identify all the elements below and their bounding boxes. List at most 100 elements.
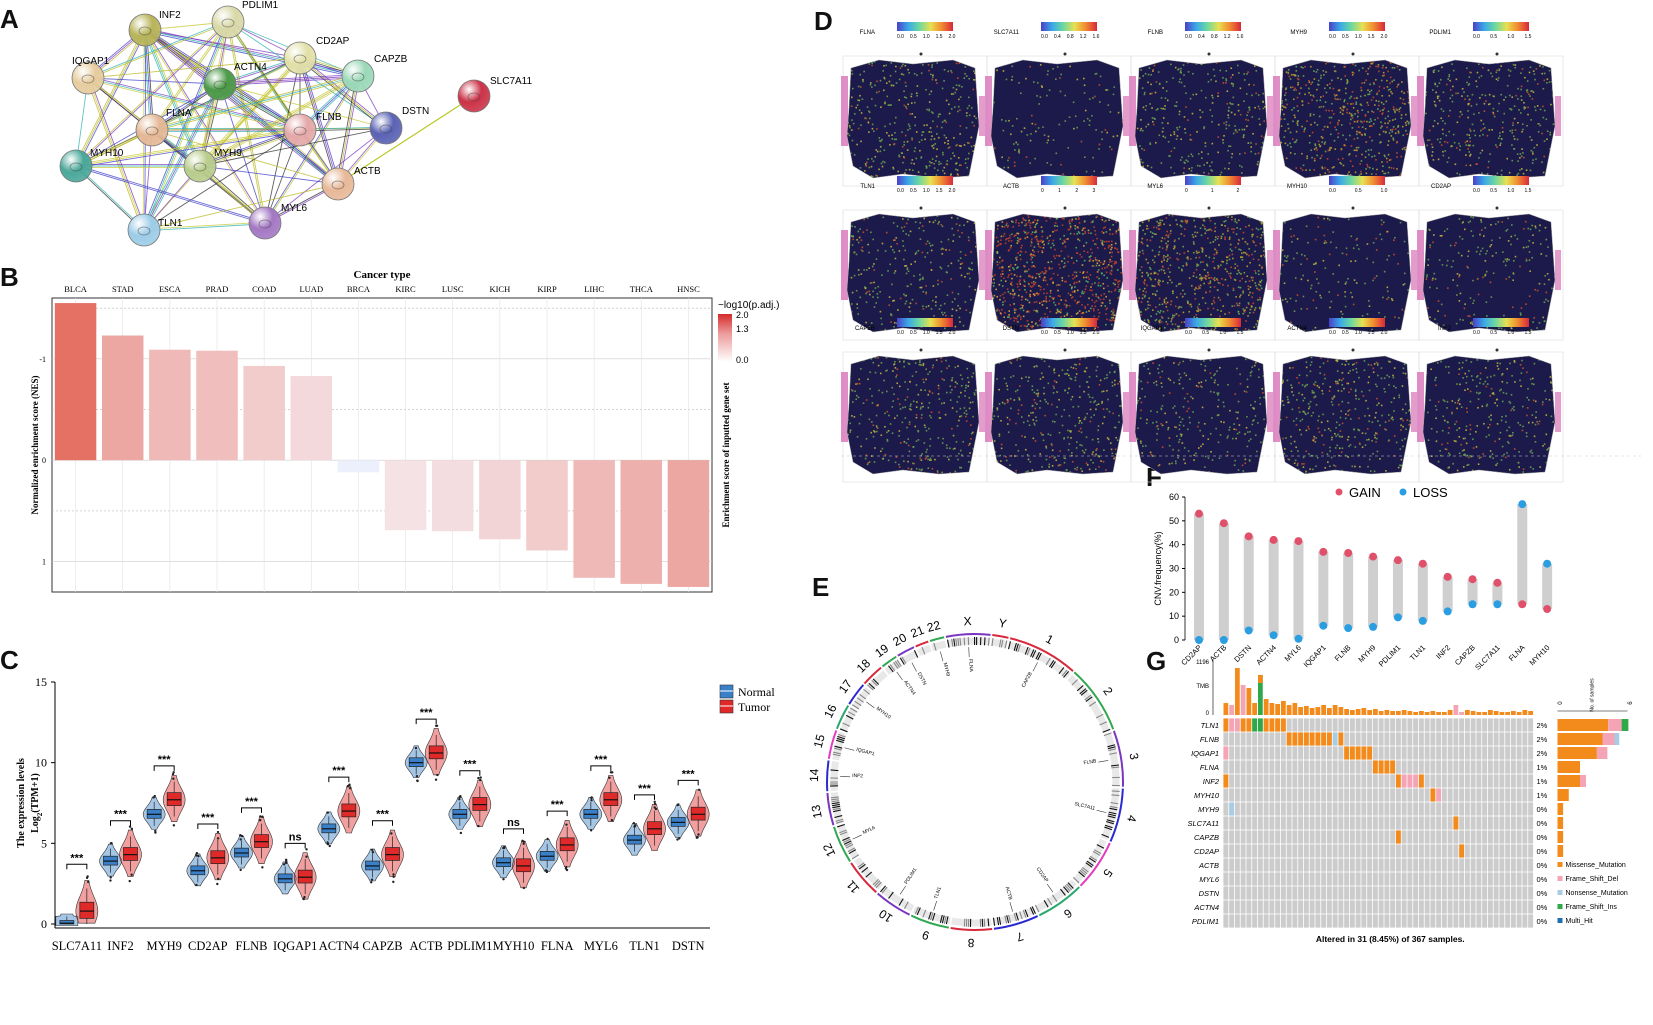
tissue-expression-spot	[1022, 217, 1024, 219]
tissue-expression-spot	[1034, 219, 1036, 221]
tissue-expression-spot	[1142, 218, 1145, 220]
tissue-expression-spot	[1497, 79, 1499, 82]
tissue-expression-spot	[1052, 231, 1054, 233]
tissue-expression-spot	[871, 127, 874, 130]
outlier-point	[392, 875, 395, 879]
tissue-expression-spot	[1138, 288, 1141, 291]
tissue-expression-spot	[942, 313, 944, 316]
tissue-expression-spot	[1206, 275, 1208, 278]
tissue-expression-spot	[1217, 235, 1220, 238]
tissue-expression-spot	[850, 105, 853, 107]
significance-label: ***	[114, 809, 128, 821]
tissue-expression-spot	[1339, 107, 1342, 109]
tissue-expression-spot	[1398, 69, 1401, 71]
network-node-cd2ap: CD2AP	[283, 36, 350, 75]
tissue-expression-spot	[1320, 77, 1322, 79]
tissue-expression-spot	[1320, 74, 1322, 77]
tissue-expression-spot	[1375, 275, 1378, 277]
tissue-expression-spot	[1163, 301, 1166, 304]
tissue-expression-spot	[1248, 106, 1250, 109]
tissue-expression-spot	[1324, 87, 1326, 90]
tissue-expression-spot	[933, 167, 936, 169]
tissue-expression-spot	[1317, 83, 1319, 86]
tissue-expression-spot	[1328, 253, 1331, 256]
tissue-expression-spot	[848, 125, 851, 127]
tissue-expression-spot	[1034, 277, 1037, 279]
tissue-expression-spot	[1334, 95, 1337, 97]
network-edge	[151, 75, 359, 131]
tissue-expression-spot	[1194, 292, 1196, 295]
outlier-point	[678, 837, 681, 840]
tissue-expression-spot	[1469, 128, 1471, 131]
tissue-expression-spot	[1001, 293, 1004, 296]
tissue-expression-spot	[1151, 215, 1153, 217]
tissue-expression-spot	[932, 221, 935, 224]
tissue-expression-spot	[1076, 233, 1078, 235]
tissue-expression-spot	[1172, 290, 1174, 293]
tissue-expression-spot	[1178, 253, 1181, 255]
tissue-expression-spot	[1465, 144, 1468, 146]
tissue-expression-spot	[1364, 134, 1366, 136]
protein-structure-icon	[193, 162, 207, 172]
tissue-expression-spot	[1260, 146, 1263, 149]
outlier-point	[370, 848, 374, 852]
tissue-expression-spot	[1184, 220, 1187, 223]
tissue-expression-spot	[1360, 86, 1362, 89]
tissue-expression-spot	[1361, 121, 1364, 124]
tissue-expression-spot	[1091, 283, 1093, 285]
tissue-expression-spot	[1165, 234, 1168, 237]
tissue-expression-spot	[857, 99, 859, 102]
tissue-expression-spot	[1387, 140, 1390, 142]
tissue-expression-spot	[1147, 81, 1149, 84]
tissue-expression-spot	[892, 84, 895, 87]
tissue-expression-spot	[1107, 246, 1110, 249]
tissue-expression-spot	[1087, 276, 1089, 278]
tissue-expression-spot	[1342, 157, 1344, 160]
tissue-expression-spot	[1227, 216, 1229, 218]
tissue-expression-spot	[881, 274, 883, 276]
tissue-expression-spot	[1050, 260, 1053, 263]
tissue-expression-spot	[1234, 129, 1237, 132]
tissue-expression-spot	[1499, 144, 1502, 146]
tissue-expression-spot	[1140, 266, 1143, 268]
tissue-expression-spot	[1041, 271, 1044, 273]
tissue-expression-spot	[1178, 177, 1180, 178]
tissue-expression-spot	[1260, 279, 1263, 282]
chart-c-category-label: ACTN4	[319, 939, 360, 953]
tissue-expression-spot	[1284, 327, 1286, 330]
tissue-expression-spot	[1480, 221, 1483, 223]
tissue-expression-spot	[1173, 314, 1176, 317]
tissue-expression-spot	[1408, 70, 1410, 73]
chart-c-category-label: FLNA	[541, 939, 574, 953]
chart-b-bar	[243, 365, 285, 461]
tissue-expression-spot	[1041, 251, 1044, 254]
tissue-expression-spot	[1467, 84, 1470, 86]
network-edge	[337, 95, 475, 185]
tissue-expression-spot	[1376, 168, 1378, 171]
tissue-expression-spot	[1141, 271, 1144, 274]
tissue-expression-spot	[1472, 302, 1474, 305]
significance-bracket	[328, 776, 350, 783]
tissue-expression-spot	[913, 150, 916, 153]
tissue-expression-spot	[1317, 226, 1320, 228]
chart-b-ylabel: Normalized enrichment score (NES)	[30, 375, 40, 514]
tissue-expression-spot	[1121, 70, 1123, 73]
tissue-expression-spot	[1147, 300, 1149, 303]
tissue-expression-spot	[1155, 226, 1158, 229]
tissue-expression-spot	[1263, 330, 1266, 332]
tissue-expression-spot	[1348, 112, 1351, 115]
tissue-expression-spot	[941, 247, 944, 250]
tissue-expression-spot	[1220, 237, 1223, 240]
tissue-expression-spot	[1315, 290, 1318, 293]
tissue-expression-spot	[1316, 88, 1318, 91]
tissue-expression-spot	[1083, 259, 1086, 262]
tissue-expression-spot	[1467, 266, 1469, 269]
tissue-expression-spot	[906, 149, 909, 151]
outlier-point	[172, 771, 175, 774]
tissue-expression-spot	[1294, 74, 1296, 76]
tissue-expression-spot	[1357, 146, 1360, 149]
tissue-expression-spot	[1335, 98, 1337, 101]
tissue-expression-spot	[1114, 329, 1116, 332]
tissue-expression-spot	[1359, 95, 1362, 98]
tissue-expression-spot	[1520, 88, 1522, 91]
